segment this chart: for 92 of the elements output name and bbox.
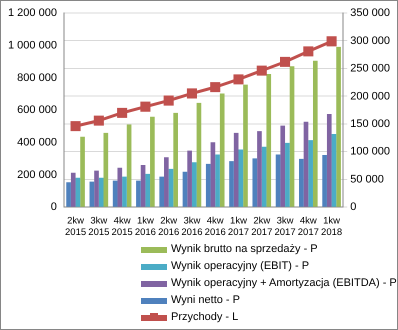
bar bbox=[164, 157, 169, 207]
point bbox=[94, 116, 104, 126]
bar bbox=[90, 182, 94, 207]
y-tick-label: 200 000 bbox=[17, 168, 57, 181]
bar bbox=[66, 182, 71, 207]
x-tick-label: 4kw 2016 bbox=[204, 216, 226, 238]
y-tick-label: 400 000 bbox=[17, 136, 57, 148]
bar bbox=[70, 172, 76, 207]
point bbox=[256, 66, 267, 76]
bar bbox=[243, 84, 248, 207]
legend-label: Wynik operacyjny + Amortyzacja (EBITDA) - P bbox=[171, 276, 397, 291]
bar bbox=[94, 170, 99, 207]
bar bbox=[280, 126, 286, 207]
bar bbox=[322, 155, 327, 207]
point bbox=[210, 82, 220, 92]
point bbox=[140, 102, 150, 112]
bar bbox=[206, 164, 211, 207]
x-tick-label: 3kw 2016 bbox=[181, 216, 203, 238]
point bbox=[70, 121, 81, 132]
x-tick-label: 2kw 2015 bbox=[65, 216, 86, 238]
point bbox=[280, 56, 290, 67]
x-tick-label: 3kw 2017 bbox=[274, 216, 296, 238]
point bbox=[186, 88, 197, 98]
point bbox=[117, 108, 128, 118]
legend-label: Wynik operacyjny (EBIT) - P bbox=[171, 259, 310, 274]
y2-tick-label: 150 000 bbox=[350, 118, 390, 130]
legend-label: Wynik brutto na sprzedaży - P bbox=[171, 242, 318, 257]
point bbox=[303, 46, 314, 56]
bar bbox=[182, 172, 188, 207]
y-tick-label: 1 000 000 bbox=[8, 39, 57, 52]
y-tick-label: 0 bbox=[50, 201, 57, 214]
bar bbox=[308, 140, 313, 207]
x-tick-label: 1kw 2018 bbox=[321, 216, 342, 238]
bar bbox=[196, 102, 202, 207]
bar bbox=[159, 176, 164, 207]
x-tick-label: 2kw 2017 bbox=[251, 216, 272, 238]
bar bbox=[145, 174, 150, 207]
x-tick-label: 2kw 2016 bbox=[158, 216, 180, 238]
bar bbox=[215, 154, 220, 207]
bar bbox=[150, 116, 155, 207]
point bbox=[326, 36, 337, 46]
bar bbox=[332, 134, 336, 207]
bar bbox=[117, 168, 122, 207]
y2-tick-label: 300 000 bbox=[350, 34, 390, 47]
bar bbox=[304, 122, 308, 207]
bar bbox=[126, 124, 132, 207]
bar bbox=[168, 168, 174, 207]
bar bbox=[336, 46, 341, 207]
bar bbox=[290, 66, 294, 207]
bar bbox=[257, 131, 262, 207]
point bbox=[164, 96, 174, 106]
bar bbox=[104, 132, 108, 207]
bar bbox=[299, 158, 304, 207]
y2-tick-label: 100 000 bbox=[350, 146, 390, 158]
bar bbox=[252, 158, 258, 207]
bar bbox=[76, 178, 80, 207]
bar bbox=[238, 149, 244, 207]
y2-tick-label: 250 000 bbox=[350, 62, 390, 75]
x-tick-label: 1kw 2017 bbox=[228, 216, 250, 238]
bar bbox=[173, 112, 178, 207]
x-tick-label: 1kw 2016 bbox=[134, 216, 156, 238]
bar bbox=[234, 132, 238, 207]
y2-tick-label: 0 bbox=[350, 201, 356, 214]
bar bbox=[136, 180, 141, 207]
x-tick-label: 4kw 2017 bbox=[298, 216, 319, 238]
bar bbox=[112, 180, 118, 207]
bar bbox=[220, 93, 225, 207]
bar bbox=[276, 154, 280, 207]
bar bbox=[266, 74, 272, 207]
bar bbox=[285, 142, 290, 207]
bar bbox=[192, 162, 197, 207]
y2-tick-label: 200 000 bbox=[350, 90, 390, 102]
x-tick-label: 4kw 2015 bbox=[112, 216, 133, 238]
bar bbox=[122, 176, 127, 207]
bar bbox=[210, 142, 216, 207]
bar bbox=[312, 60, 318, 207]
bar bbox=[140, 165, 146, 207]
bar bbox=[98, 178, 104, 207]
y-tick-label: 1 200 000 bbox=[8, 7, 57, 20]
bar bbox=[262, 146, 266, 207]
x-tick-label: 3kw 2015 bbox=[88, 216, 110, 238]
legend-label: Wyni netto - P bbox=[171, 293, 240, 308]
y-tick-label: 600 000 bbox=[17, 104, 57, 116]
point bbox=[233, 74, 244, 84]
legend-label: Przychody - L bbox=[171, 310, 238, 325]
bar bbox=[229, 161, 234, 207]
y-tick-label: 800 000 bbox=[17, 72, 57, 84]
bar bbox=[326, 114, 332, 207]
bar bbox=[187, 150, 192, 207]
y2-tick-label: 350 000 bbox=[350, 7, 390, 20]
y2-tick-label: 50 000 bbox=[350, 173, 384, 186]
bar bbox=[80, 136, 85, 207]
